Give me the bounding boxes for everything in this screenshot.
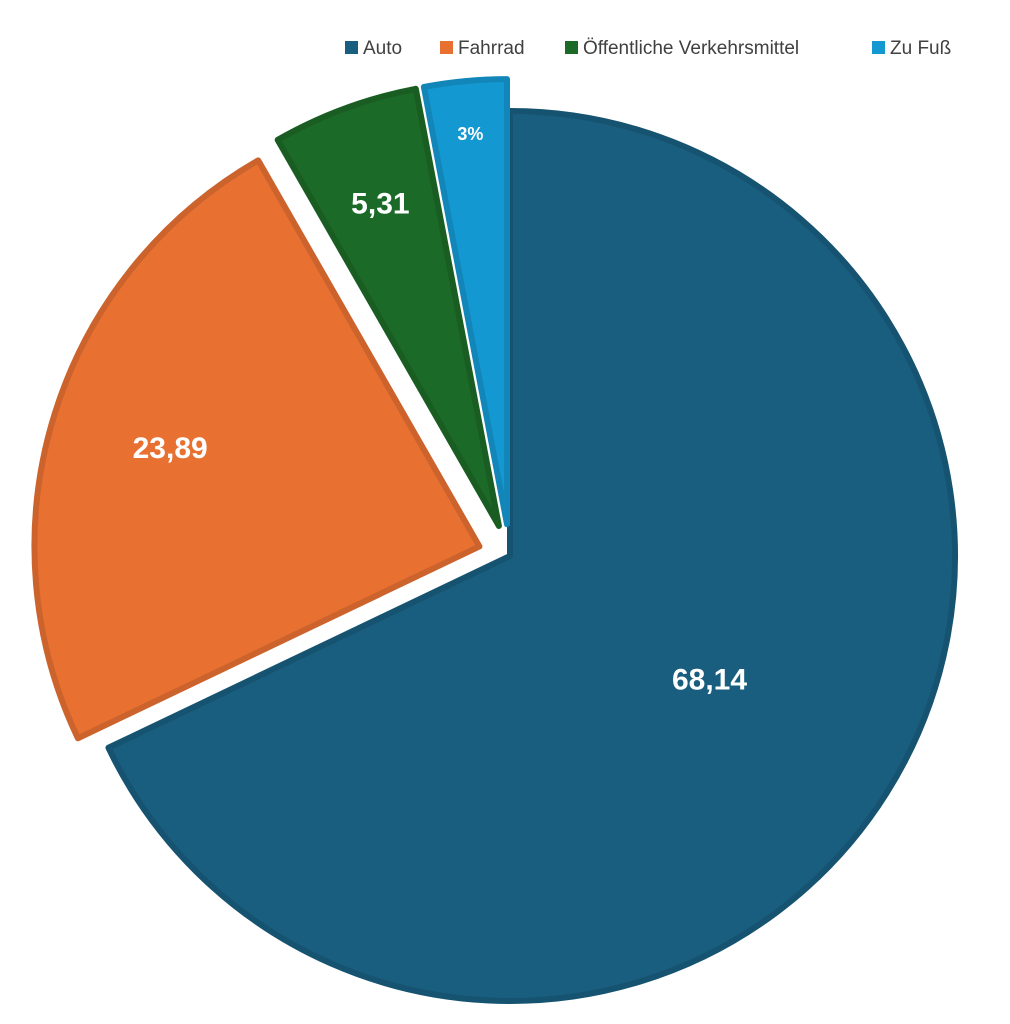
pie-slice (31, 157, 483, 742)
pie-slice (274, 85, 502, 529)
legend-label: Zu Fuß (890, 38, 951, 59)
data-label: 68,14 (672, 664, 747, 697)
data-label: 3% (457, 124, 483, 144)
legend-swatch (345, 41, 358, 54)
legend-swatch (872, 41, 885, 54)
data-label: 5,31 (351, 187, 409, 220)
legend-swatch (440, 41, 453, 54)
pie-slice (105, 108, 958, 1004)
legend-label: Öffentliche Verkehrsmittel (583, 38, 799, 59)
legend-label: Fahrrad (458, 38, 525, 59)
data-label: 23,89 (133, 432, 208, 465)
pie-slice (420, 76, 510, 528)
legend-swatch (565, 41, 578, 54)
legend-label: Auto (363, 38, 402, 59)
